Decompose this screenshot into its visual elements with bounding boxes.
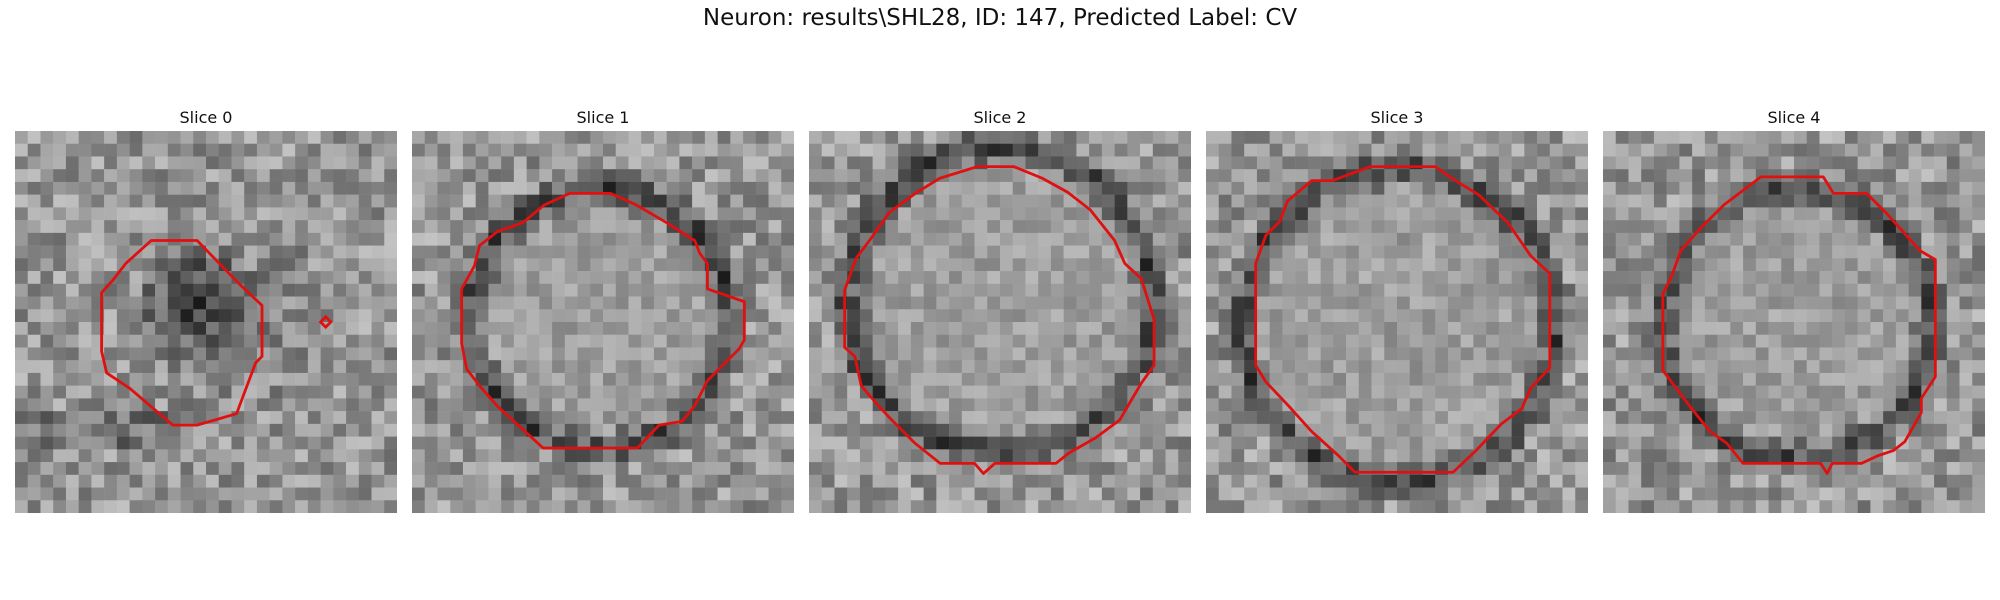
- segmentation-contour-fragment: [318, 314, 333, 330]
- slice-title: Slice 4: [1767, 108, 1821, 127]
- slice-image: [412, 131, 794, 513]
- slice-image: [1603, 131, 1985, 513]
- slice-panel-4: Slice 4: [1603, 105, 1985, 513]
- slice-panel-3: Slice 3: [1206, 105, 1588, 513]
- segmentation-contour: [100, 239, 264, 427]
- slice-title: Slice 2: [973, 108, 1027, 127]
- slice-image: [1206, 131, 1588, 513]
- segmentation-contour: [843, 165, 1156, 475]
- segmentation-contour: [460, 191, 746, 450]
- slice-panel-2: Slice 2: [809, 105, 1191, 513]
- slice-title: Slice 1: [576, 108, 630, 127]
- slice-panel-1: Slice 1: [412, 105, 794, 513]
- slice-panel-0: Slice 0: [15, 105, 397, 513]
- figure-title: Neuron: results\SHL28, ID: 147, Predicte…: [702, 5, 1298, 31]
- segmentation-contour: [1254, 165, 1552, 474]
- slice-image: [15, 131, 397, 513]
- slice-title: Slice 3: [1370, 108, 1424, 127]
- segmentation-contour: [1661, 175, 1937, 475]
- slice-title: Slice 0: [179, 108, 233, 127]
- slice-image: [809, 131, 1191, 513]
